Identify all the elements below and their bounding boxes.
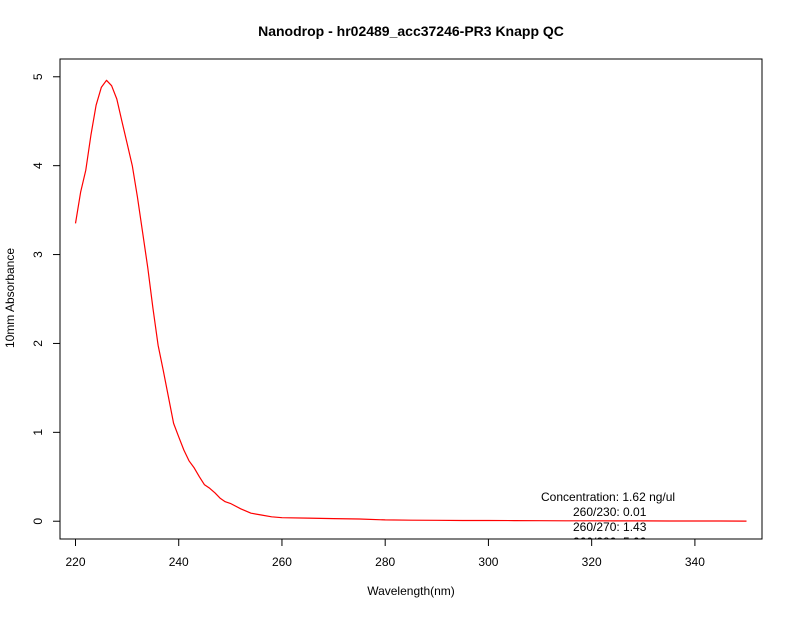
series-group [74, 79, 747, 522]
chart-title: Nanodrop - hr02489_acc37246-PR3 Knapp QC [258, 23, 564, 39]
y-axis-title: 10mm Absorbance [3, 248, 17, 348]
y-tick-label: 1 [31, 429, 45, 436]
y-tick-label: 3 [31, 251, 45, 258]
x-tick-label: 220 [65, 555, 85, 569]
annotation-concentration: Concentration: 1.62 ng/ul [541, 490, 675, 504]
y-axis-ticks: 0 1 2 3 4 5 [31, 73, 60, 525]
annotation-260-230: 260/230: 0.01 [573, 505, 647, 519]
annotation-260-280: 260/280: 5.00 [573, 535, 647, 549]
x-tick-label: 260 [272, 555, 292, 569]
x-tick-label: 240 [169, 555, 189, 569]
x-axis-ticks: 220 240 260 280 300 320 340 [65, 539, 705, 569]
x-tick-label: 340 [685, 555, 705, 569]
x-tick-label: 320 [582, 555, 602, 569]
absorbance-series-line [74, 79, 747, 522]
plot-area-frame [59, 58, 763, 540]
x-axis-title: Wavelength(nm) [367, 584, 455, 598]
y-tick-label: 0 [31, 518, 45, 525]
y-tick-label: 4 [31, 162, 45, 169]
annotation-block: Concentration: 1.62 ng/ul 260/230: 0.01 … [541, 490, 675, 549]
annotation-260-270: 260/270: 1.43 [573, 520, 647, 534]
y-tick-label: 5 [31, 73, 45, 80]
y-tick-label: 2 [31, 340, 45, 347]
x-tick-label: 280 [375, 555, 395, 569]
x-tick-label: 300 [478, 555, 498, 569]
